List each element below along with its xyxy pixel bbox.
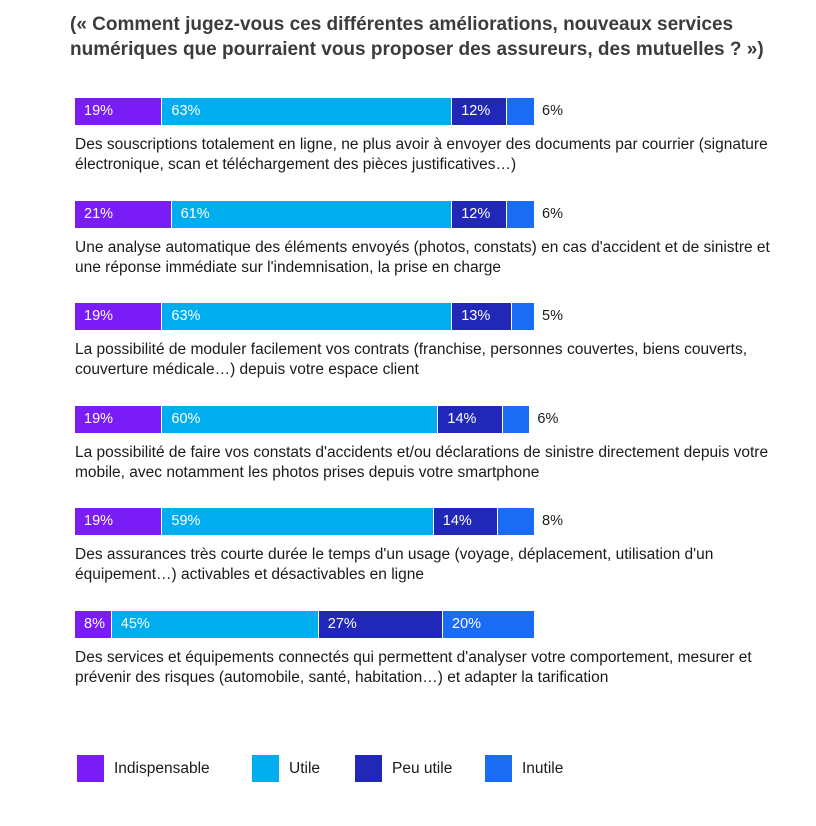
category-label: Une analyse automatique des éléments env… [75, 239, 770, 276]
bar-segment-indispensable [75, 611, 112, 638]
data-label: 60% [171, 411, 201, 427]
data-label: 14% [442, 513, 472, 529]
category-label: Des souscriptions totalement en ligne, n… [75, 136, 768, 173]
bar-segment-inutile [507, 201, 535, 228]
data-label: 12% [461, 206, 491, 222]
data-label: 19% [84, 103, 114, 119]
category-label: Des assurances très courte durée le temp… [75, 546, 714, 583]
data-label: 20% [452, 616, 482, 632]
stacked-bar: 21% 61% 12% 6% [75, 201, 795, 228]
bar-segment-utile [162, 406, 439, 433]
bar-segment-peu-utile [452, 98, 508, 125]
chart-row: 19% 63% 12% 6% Des souscriptions totalement … [75, 98, 795, 173]
data-label: 8% [542, 513, 563, 529]
data-label: 63% [171, 308, 201, 324]
bar-segment-inutile [498, 508, 535, 535]
chart-legend: Indispensable Utile Peu utile Inutile [77, 755, 597, 783]
data-label: 6% [542, 206, 563, 222]
stacked-bar: 8% 45% 27% 20% [75, 611, 795, 638]
chart-row: 19% 59% 14% 8% Des assurances très courte du… [75, 508, 795, 583]
bar-segment-utile [162, 508, 434, 535]
data-label: 63% [171, 103, 201, 119]
bar-segment-indispensable [75, 406, 163, 433]
chart-row: 19% 60% 14% 6% La possibilité de faire vos c… [75, 406, 795, 481]
legend-swatch [252, 755, 279, 782]
category-label: La possibilité de moduler facilement vos… [75, 341, 748, 378]
bar-segment-inutile [512, 303, 535, 330]
chart-row: 8% 45% 27% 20% Des services et équipements c… [75, 611, 795, 686]
bar-segment-utile [162, 303, 453, 330]
legend-swatch [485, 755, 512, 782]
category-label: Des services et équipements connectés qu… [75, 649, 752, 686]
bar-segment-indispensable [75, 201, 172, 228]
legend-label: Peu utile [392, 760, 453, 777]
data-label: 5% [542, 308, 563, 324]
data-label: 27% [327, 616, 357, 632]
bar-segment-inutile [443, 611, 535, 638]
bar-segment-peu-utile [452, 201, 508, 228]
legend-label: Utile [289, 760, 321, 777]
bar-segment-peu-utile [318, 611, 443, 638]
data-label: 19% [84, 308, 114, 324]
stacked-bar: 19% 63% 13% 5% [75, 303, 795, 330]
stacked-bar: 19% 59% 14% 8% [75, 508, 795, 535]
chart-title: (« Comment jugez-vous ces différentes am… [70, 14, 764, 60]
data-label: 8% [84, 616, 105, 632]
bar-segment-peu-utile [438, 406, 503, 433]
bar-segment-utile [162, 98, 453, 125]
bar-segment-peu-utile [433, 508, 499, 535]
stacked-bar: 19% 60% 14% 6% [75, 406, 795, 433]
data-label: 19% [84, 411, 114, 427]
legend-label: Inutile [522, 760, 564, 777]
stacked-bar: 19% 63% 12% 6% [75, 98, 795, 125]
legend-swatch [77, 755, 104, 782]
data-label: 6% [542, 103, 563, 119]
data-label: 21% [84, 206, 114, 222]
legend-swatch [355, 755, 382, 782]
bar-segment-inutile [507, 98, 535, 125]
legend-label: Indispensable [114, 760, 210, 777]
data-label: 12% [461, 103, 491, 119]
data-label: 59% [171, 513, 201, 529]
data-label: 19% [84, 513, 114, 529]
bar-segment-utile [171, 201, 453, 228]
data-label: 61% [180, 206, 210, 222]
data-label: 6% [537, 411, 559, 427]
data-label: 45% [120, 616, 150, 632]
bar-segment-inutile [502, 406, 531, 433]
chart-row: 19% 63% 13% 5% La possibilité de moduler fac… [75, 303, 795, 378]
bar-segment-peu-utile [452, 303, 512, 330]
data-label: 14% [447, 411, 477, 427]
bar-segment-indispensable [75, 303, 163, 330]
bar-segment-utile [111, 611, 319, 638]
bar-segment-indispensable [75, 98, 163, 125]
bar-segment-indispensable [75, 508, 163, 535]
category-label: La possibilité de faire vos constats d'a… [75, 444, 769, 481]
data-label: 13% [461, 308, 491, 324]
chart-row: 21% 61% 12% 6% Une analyse automatique des é… [75, 201, 795, 276]
